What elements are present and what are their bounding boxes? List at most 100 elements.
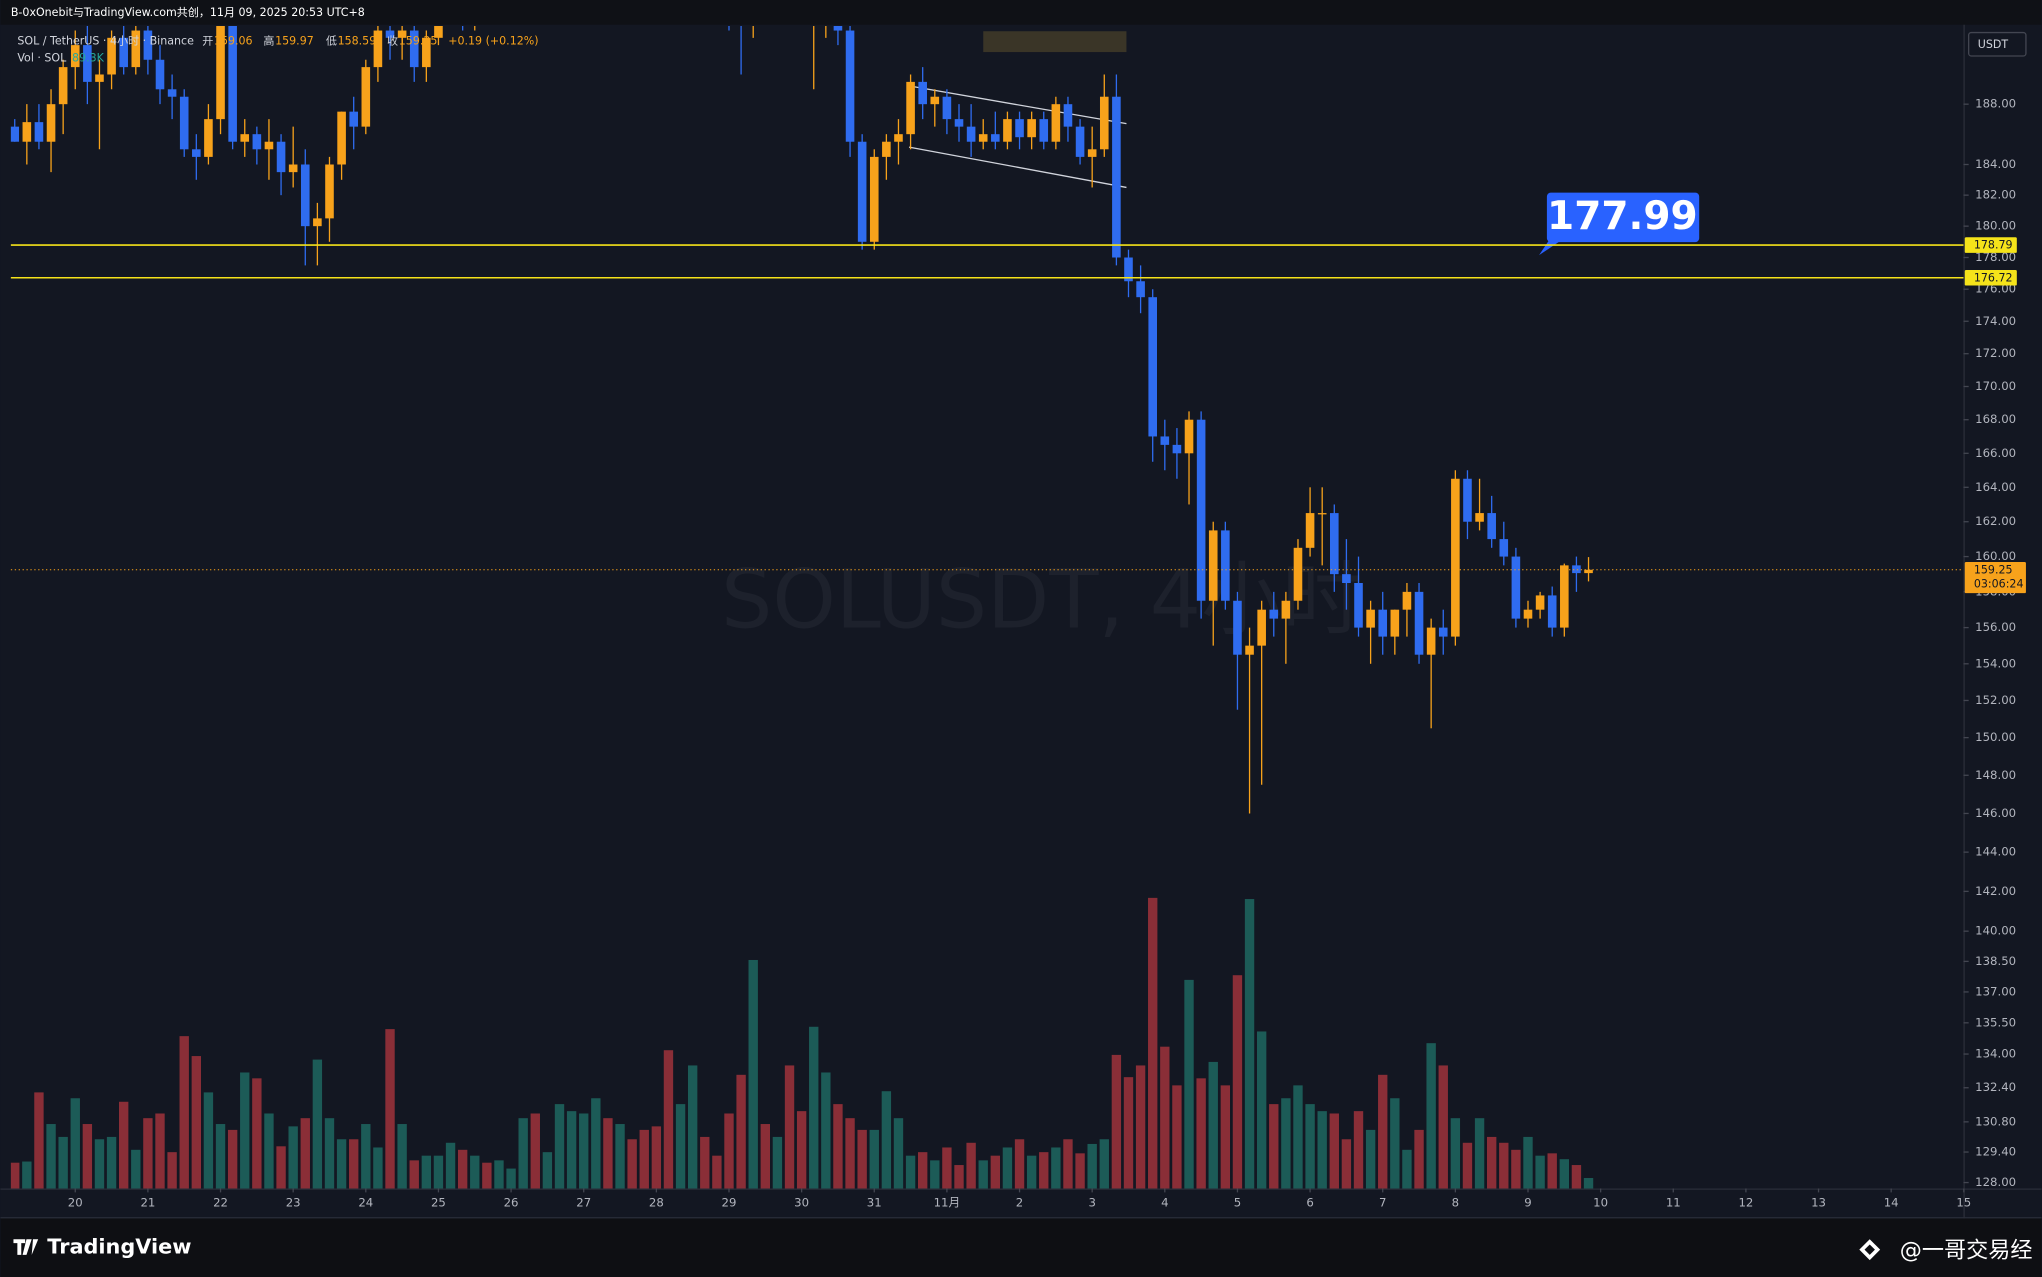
- volume-bar: [627, 1139, 637, 1189]
- candle-body: [240, 134, 250, 142]
- candle-body: [83, 45, 92, 82]
- candle-body: [833, 26, 843, 31]
- volume-bar: [1281, 1098, 1291, 1189]
- y-tick-label: 180.00: [1975, 219, 2016, 233]
- candle-body: [1402, 591, 1412, 610]
- volume-bar: [554, 1104, 565, 1189]
- volume-bar: [700, 1136, 710, 1189]
- candle-body: [1560, 565, 1569, 628]
- volume-bar: [349, 1139, 359, 1189]
- y-tick-label: 134.00: [1975, 1047, 2016, 1061]
- volume-bar: [1390, 1098, 1400, 1189]
- candle-body: [1196, 419, 1206, 601]
- plot-area: [10, 26, 1594, 1189]
- volume-bar: [336, 1139, 347, 1189]
- candle-body: [1305, 513, 1315, 548]
- volume-bar: [409, 1160, 419, 1189]
- candle-body: [46, 104, 56, 142]
- volume-bar: [433, 1155, 444, 1189]
- volume-bar: [264, 1113, 274, 1189]
- candle-body: [325, 164, 334, 219]
- candle-body: [942, 96, 952, 120]
- brand-logo: [13, 1239, 39, 1255]
- volume-bar: [760, 1124, 770, 1189]
- x-tick-label: 4: [1161, 1195, 1168, 1209]
- volume-bar: [542, 1152, 553, 1189]
- volume-bar: [687, 1065, 698, 1189]
- volume-bar: [869, 1129, 879, 1189]
- candle-body: [1075, 126, 1085, 157]
- volume-bar: [1511, 1149, 1521, 1189]
- hline-label-box: [1964, 237, 2017, 253]
- candle-body: [1027, 119, 1036, 138]
- candle-body: [300, 164, 310, 227]
- candle-body: [1547, 595, 1557, 628]
- x-tick-label: 15: [1956, 1195, 1971, 1209]
- candle-body: [869, 156, 879, 242]
- watermark: SOLUSDT, 4小时: [721, 553, 1362, 647]
- candle-body: [845, 30, 855, 142]
- volume-bar: [215, 1124, 226, 1189]
- candle-body: [385, 30, 395, 38]
- channel-line: [908, 85, 1127, 125]
- candle-body: [1487, 513, 1496, 540]
- x-tick-label: 27: [576, 1195, 591, 1209]
- volume-bar: [276, 1146, 286, 1189]
- x-tick-label: 3: [1088, 1195, 1095, 1209]
- candle-body: [1208, 530, 1218, 601]
- candle-body: [1535, 595, 1545, 610]
- volume-bar: [34, 1092, 44, 1189]
- candle-body: [1124, 257, 1133, 282]
- volume-bar: [312, 1059, 323, 1189]
- candle-body: [1342, 574, 1351, 583]
- volume-value: 89.3K: [72, 52, 105, 65]
- volume-bar: [905, 1155, 916, 1189]
- volume-bar: [881, 1091, 892, 1189]
- volume-bar: [240, 1072, 250, 1189]
- volume-bar: [1002, 1147, 1013, 1189]
- candle-body: [1233, 600, 1242, 655]
- y-tick-label: 154.00: [1975, 656, 2016, 670]
- volume-bar: [1329, 1113, 1339, 1189]
- volume-bar: [990, 1155, 1001, 1189]
- volume-name: Vol · SOL: [17, 52, 67, 65]
- y-tick-label: 172.00: [1975, 346, 2016, 360]
- volume-bar: [118, 1101, 129, 1189]
- candle-body: [1390, 609, 1400, 637]
- volume-bar: [167, 1152, 177, 1189]
- volume-bar: [1474, 1118, 1485, 1189]
- candle-body: [1317, 513, 1327, 515]
- volume-bar: [857, 1129, 867, 1189]
- x-tick-label: 29: [722, 1195, 737, 1209]
- volume-bar: [361, 1124, 371, 1189]
- volume-bar: [1063, 1139, 1073, 1189]
- candle-body: [179, 96, 189, 150]
- candle-body: [1087, 149, 1097, 157]
- candle-body: [1572, 565, 1581, 574]
- y-tick-label: 138.50: [1975, 954, 2016, 968]
- close-label: 收: [387, 34, 398, 48]
- candle-body: [1039, 119, 1049, 142]
- volume-bar: [482, 1162, 492, 1189]
- high-value: 159.97: [275, 35, 314, 48]
- volume-bar: [1087, 1143, 1097, 1189]
- volume-bar: [1269, 1104, 1279, 1189]
- candle-body: [95, 74, 104, 82]
- candle-body: [313, 218, 322, 227]
- volume-bar: [131, 1149, 141, 1189]
- currency: USDT: [1978, 38, 2009, 51]
- candle-body: [204, 119, 213, 157]
- volume-bar: [954, 1165, 964, 1189]
- volume-bar: [615, 1124, 625, 1189]
- y-tick-label: 129.40: [1975, 1145, 2016, 1159]
- volume-bar: [1293, 1085, 1303, 1189]
- volume-bar: [1414, 1129, 1424, 1189]
- candle-body: [1426, 627, 1436, 655]
- volume-bar: [445, 1142, 456, 1189]
- candle-body: [34, 122, 44, 142]
- open-value: 159.06: [214, 35, 253, 48]
- volume-bar: [1039, 1152, 1049, 1189]
- callout: 177.99: [1539, 192, 1700, 256]
- x-tick-label: 5: [1234, 1195, 1241, 1209]
